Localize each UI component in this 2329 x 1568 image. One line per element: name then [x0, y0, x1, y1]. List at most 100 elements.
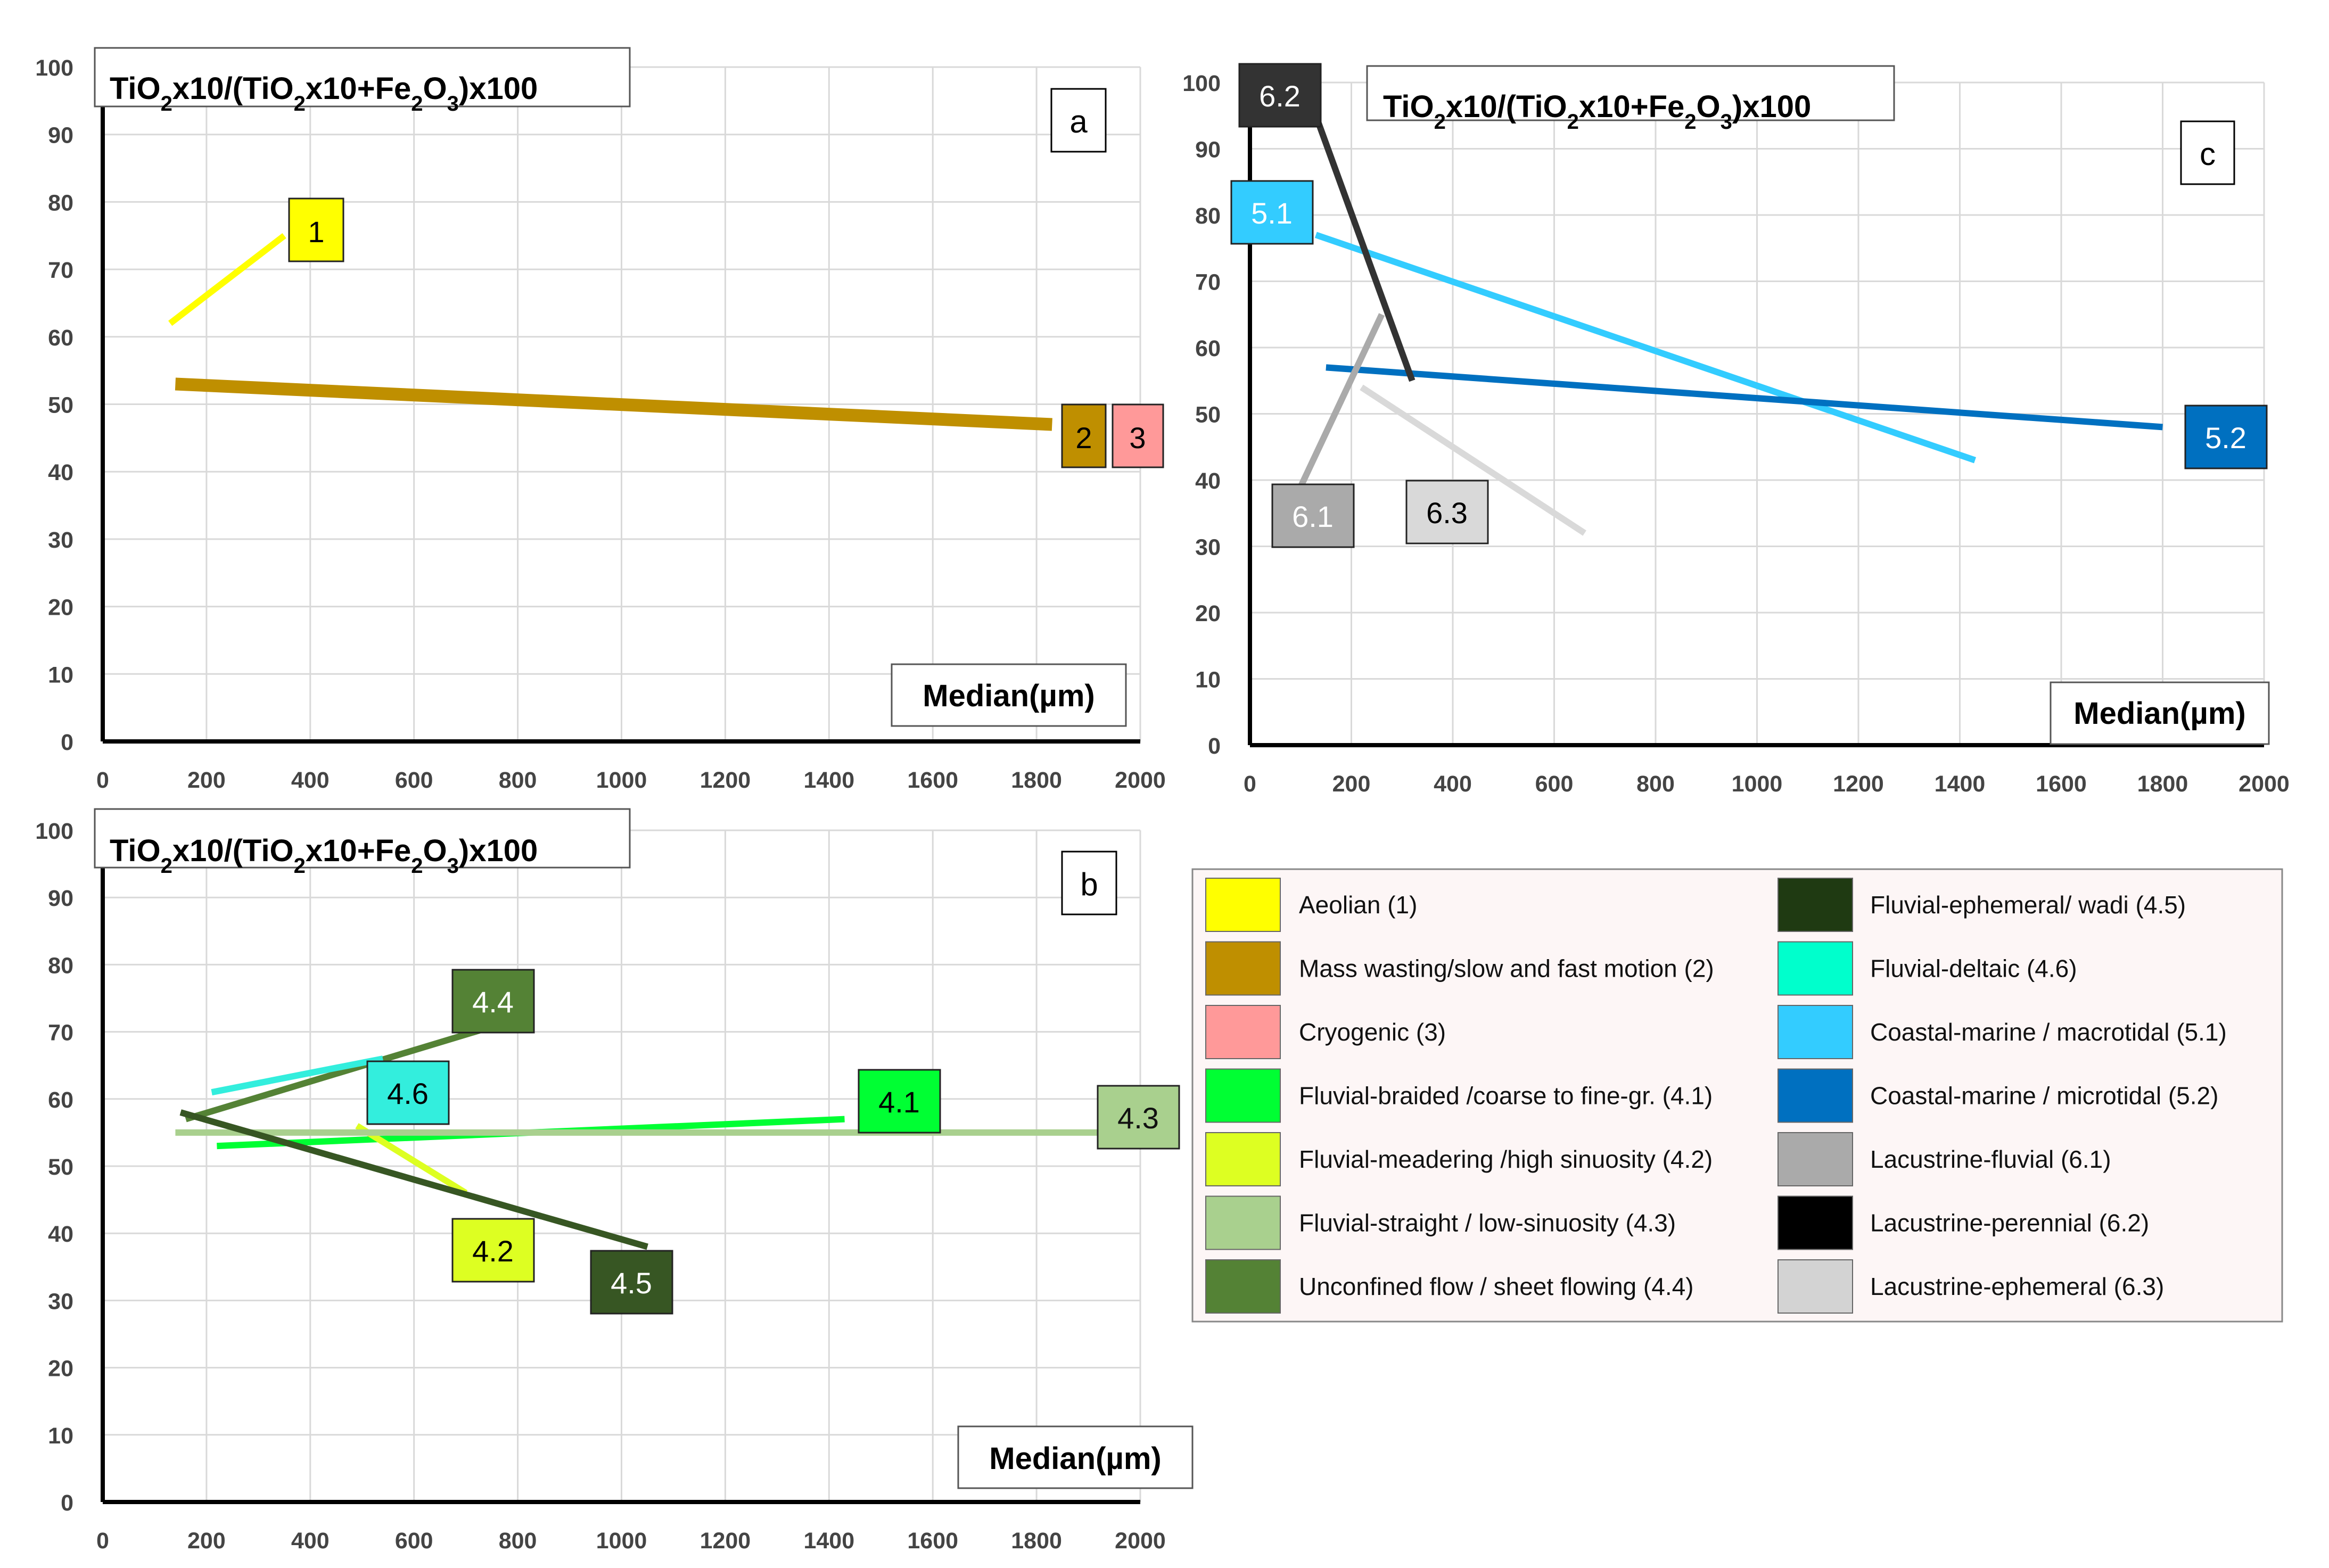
panel-letter-box	[1061, 851, 1117, 915]
x-tick-label: 1000	[596, 1528, 647, 1554]
legend-label: Fluvial-deltaic (4.6)	[1870, 955, 2077, 983]
series-label-box-4.2	[451, 1218, 535, 1283]
x-tick-label: 1800	[1011, 768, 1062, 793]
series-label-box-6.2	[1238, 63, 1322, 128]
x-tick-label: 800	[499, 1528, 537, 1554]
series-label-4.1: 4.1	[878, 1085, 920, 1119]
legend-label: Lacustrine-fluvial (6.1)	[1870, 1145, 2111, 1173]
x-tick-label: 600	[1535, 771, 1574, 797]
legend-swatch	[1777, 878, 1853, 932]
series-label-6.1: 6.1	[1292, 500, 1334, 533]
x-tick-label: 1600	[907, 768, 958, 793]
legend-swatch	[1777, 1068, 1853, 1123]
legend-swatch	[1205, 941, 1281, 996]
legend-label: Fluvial-meadering /high sinuosity (4.2)	[1299, 1145, 1713, 1173]
legend-swatch	[1777, 1195, 1853, 1250]
legend-label: Lacustrine-ephemeral (6.3)	[1870, 1273, 2164, 1300]
y-tick-label: 30	[48, 1289, 73, 1314]
x-axis-label-box	[891, 663, 1127, 727]
y-tick-label: 90	[1195, 137, 1221, 163]
x-tick-label: 1000	[596, 768, 647, 793]
legend-box	[1191, 868, 2283, 1323]
x-tick-label: 2000	[1115, 768, 1166, 793]
series-label-box-4.6	[366, 1060, 450, 1125]
y-tick-label: 90	[48, 886, 73, 911]
series-line-4.6	[211, 1055, 384, 1096]
legend-label: Fluvial-braided /coarse to fine-gr. (4.1…	[1299, 1082, 1713, 1110]
x-axis-label-box	[2050, 681, 2270, 745]
x-tick-label: 200	[1332, 771, 1371, 797]
y-tick-label: 10	[48, 1423, 73, 1449]
x-tick-label: 1600	[907, 1528, 958, 1554]
series-label-6.3: 6.3	[1426, 496, 1468, 530]
y-tick-label: 100	[35, 55, 73, 81]
series-label-4.3: 4.3	[1117, 1101, 1159, 1135]
y-tick-label: 70	[48, 258, 73, 283]
legend-swatch	[1777, 1132, 1853, 1186]
x-tick-label: 600	[395, 1528, 433, 1554]
panel-letter-c: c	[2200, 136, 2216, 172]
legend-label: Fluvial-straight / low-sinuosity (4.3)	[1299, 1209, 1676, 1237]
y-tick-label: 30	[1195, 535, 1221, 560]
y-tick-label: 50	[1195, 402, 1221, 428]
x-axis-label-box	[957, 1425, 1194, 1489]
x-tick-label: 1600	[2036, 771, 2087, 797]
x-axis-label: Median(µm)	[989, 1441, 1161, 1476]
series-label-box-4.3	[1097, 1085, 1180, 1150]
x-tick-label: 2000	[2239, 771, 2290, 797]
legend: Aeolian (1) Mass wasting/slow and fast mo…	[1191, 868, 2283, 1323]
series-line-4.2	[355, 1123, 468, 1196]
series-label-box-5.1	[1230, 180, 1314, 245]
legend-swatch	[1205, 878, 1281, 932]
legend-swatch	[1205, 1195, 1281, 1250]
y-tick-label: 80	[48, 190, 73, 216]
series-line-5.2	[1326, 364, 2163, 431]
x-axis-label: Median(µm)	[2073, 696, 2245, 731]
legend-label: Lacustrine-perennial (6.2)	[1870, 1209, 2149, 1237]
legend-label: Unconfined flow / sheet flowing (4.4)	[1299, 1273, 1694, 1300]
series-label-1: 1	[308, 215, 324, 249]
y-tick-label: 50	[48, 393, 73, 418]
series-line-1	[168, 233, 286, 326]
series-line-6.3	[1360, 384, 1586, 536]
series-label-4.5: 4.5	[611, 1266, 652, 1300]
series-label-box-2	[1061, 403, 1107, 468]
legend-swatch	[1777, 1259, 1853, 1314]
series-label-box-5.2	[2184, 405, 2268, 469]
legend-swatch	[1777, 1005, 1853, 1059]
x-tick-label: 2000	[1115, 1528, 1166, 1554]
y-tick-label: 20	[48, 595, 73, 621]
x-tick-label: 400	[291, 1528, 330, 1554]
y-tick-label: 80	[1195, 203, 1221, 229]
y-tick-label: 40	[48, 1222, 73, 1247]
x-tick-label: 400	[1434, 771, 1472, 797]
series-label-4.4: 4.4	[472, 985, 514, 1019]
y-tick-label: 100	[35, 819, 73, 844]
series-label-4.6: 4.6	[387, 1077, 429, 1110]
chart-panel-a: 0 200 400 600 800 1000 1200 1400 1600 1800 2000 0 10…	[35, 47, 1166, 793]
y-tick-label: 60	[48, 325, 73, 351]
y-tick-label: 50	[48, 1154, 73, 1180]
y-tick-label: 60	[48, 1087, 73, 1113]
x-tick-label: 0	[1244, 771, 1256, 797]
panel-letter-box	[1050, 88, 1107, 153]
x-tick-label: 1400	[1935, 771, 1986, 797]
legend-swatch	[1205, 1068, 1281, 1123]
legend-swatch	[1205, 1259, 1281, 1314]
x-axis-label: Median(µm)	[923, 679, 1094, 713]
chart-title-b-box	[94, 808, 631, 869]
series-label-3: 3	[1129, 421, 1146, 455]
x-tick-label: 1400	[803, 1528, 854, 1554]
y-tick-label: 70	[1195, 270, 1221, 295]
series-label-2: 2	[1075, 421, 1092, 455]
panel-letter-a: a	[1069, 104, 1088, 139]
x-tick-label: 1200	[700, 1528, 751, 1554]
series-label-box-4.4	[451, 969, 535, 1034]
series-line-4.4	[185, 1022, 498, 1123]
x-tick-label: 0	[96, 768, 109, 793]
y-tick-label: 40	[48, 460, 73, 485]
chart-title-b: TiO2x10/(TiO2x10+Fe2O3)x100	[110, 833, 538, 878]
y-tick-label: 10	[1195, 667, 1221, 693]
y-tick-label: 80	[48, 953, 73, 978]
